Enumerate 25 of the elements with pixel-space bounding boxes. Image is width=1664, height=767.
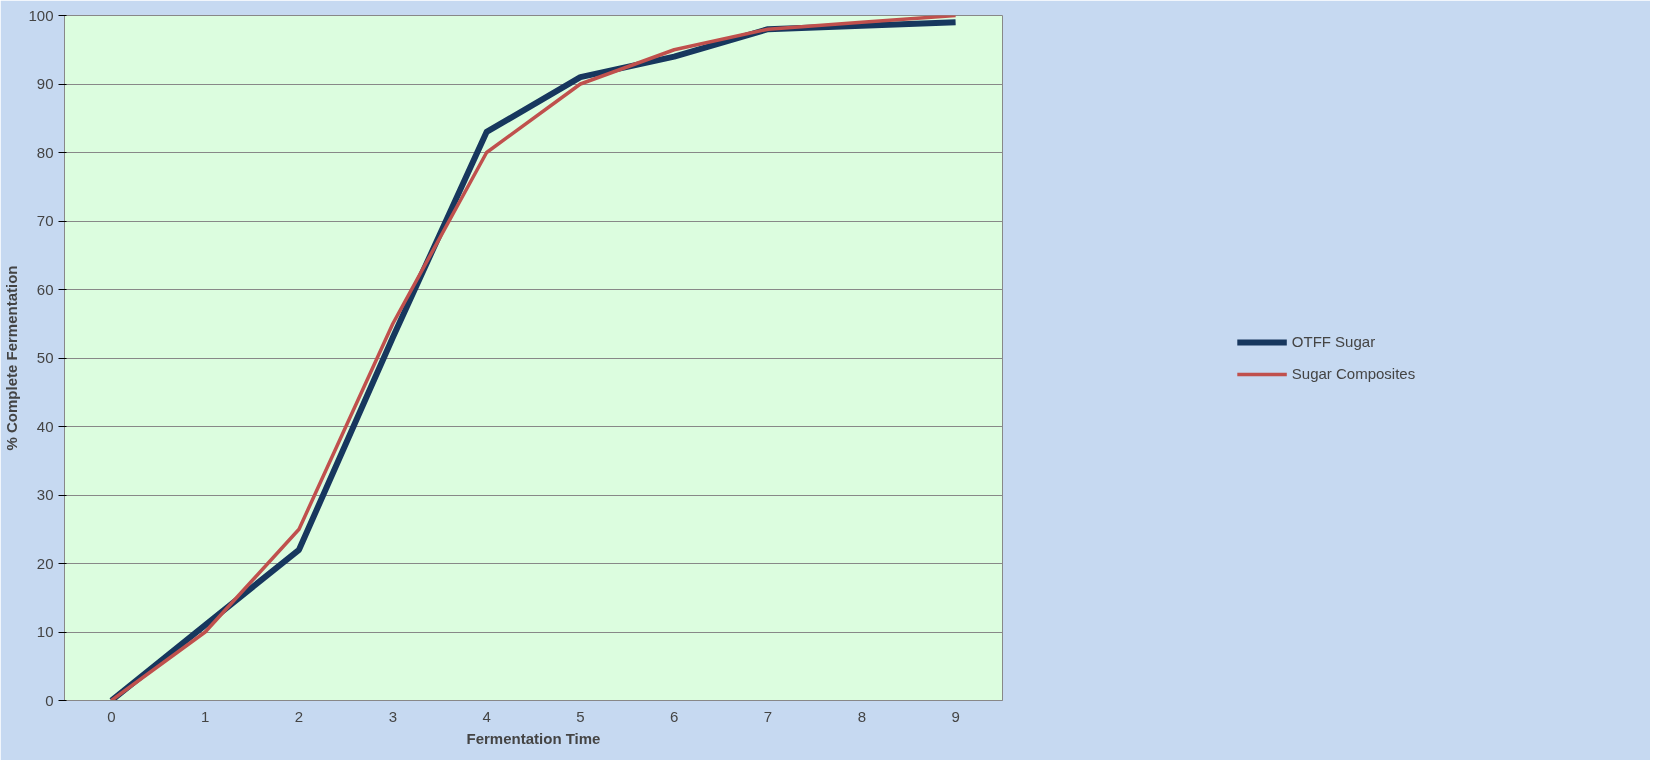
legend-label: Sugar Composites — [1291, 365, 1416, 382]
y-tick-label: 10 — [36, 623, 54, 640]
x-tick-label: 3 — [388, 707, 397, 725]
y-tick-label: 30 — [36, 486, 54, 503]
x-tick-label: 7 — [763, 707, 773, 725]
x-axis-title: Fermentation Time — [466, 729, 601, 747]
x-tick-label: 0 — [107, 707, 116, 725]
y-tick-label: 0 — [45, 691, 54, 709]
y-tick-label: 100 — [28, 6, 54, 24]
x-tick-label: 8 — [857, 707, 866, 725]
x-tick-label: 1 — [201, 707, 210, 725]
y-tick-label: 90 — [36, 75, 54, 92]
y-tick-label: 70 — [36, 212, 54, 229]
x-tick-label: 5 — [576, 707, 585, 725]
y-tick-label: 80 — [36, 143, 54, 161]
y-tick-label: 60 — [36, 280, 54, 298]
legend-label: OTFF Sugar — [1291, 333, 1376, 350]
y-tick-label: 40 — [36, 417, 54, 435]
x-tick-label: 4 — [482, 707, 491, 725]
y-tick-label: 20 — [36, 554, 54, 572]
x-tick-label: 2 — [294, 707, 304, 725]
x-tick-label: 9 — [951, 707, 960, 725]
x-tick-label: 6 — [670, 707, 679, 725]
y-axis-title: % Complete Fermentation — [3, 265, 21, 451]
y-tick-label: 50 — [36, 349, 54, 366]
